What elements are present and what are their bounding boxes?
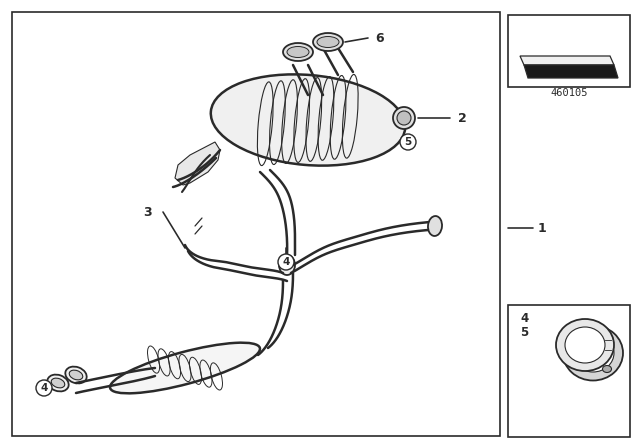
Ellipse shape [397, 111, 411, 125]
Text: 4: 4 [40, 383, 48, 393]
Ellipse shape [565, 327, 605, 363]
Text: 1: 1 [538, 221, 547, 234]
Bar [12, 12, 500, 436]
Text: 4: 4 [282, 257, 290, 267]
Bar [508, 15, 630, 87]
Text: 5: 5 [404, 137, 412, 147]
Polygon shape [520, 56, 614, 65]
Ellipse shape [428, 216, 442, 236]
Text: 4: 4 [520, 311, 528, 324]
Ellipse shape [563, 326, 623, 380]
Circle shape [278, 254, 294, 270]
Text: 3: 3 [144, 206, 152, 219]
Text: 5: 5 [520, 326, 528, 339]
Ellipse shape [393, 107, 415, 129]
Ellipse shape [47, 375, 68, 392]
Ellipse shape [279, 255, 295, 275]
Ellipse shape [283, 43, 313, 61]
Ellipse shape [313, 33, 343, 51]
Ellipse shape [211, 74, 405, 166]
Ellipse shape [69, 370, 83, 380]
Ellipse shape [572, 334, 614, 372]
Ellipse shape [317, 36, 339, 47]
Ellipse shape [51, 378, 65, 388]
Ellipse shape [65, 366, 86, 383]
Text: 460105: 460105 [550, 88, 588, 98]
Polygon shape [524, 65, 618, 78]
Ellipse shape [602, 366, 611, 372]
Text: 6: 6 [376, 31, 384, 44]
Circle shape [36, 380, 52, 396]
Text: 2: 2 [458, 112, 467, 125]
Ellipse shape [110, 343, 260, 393]
Circle shape [400, 134, 416, 150]
Ellipse shape [556, 319, 614, 371]
Polygon shape [175, 142, 220, 185]
Bar [508, 305, 630, 437]
Ellipse shape [287, 47, 309, 57]
